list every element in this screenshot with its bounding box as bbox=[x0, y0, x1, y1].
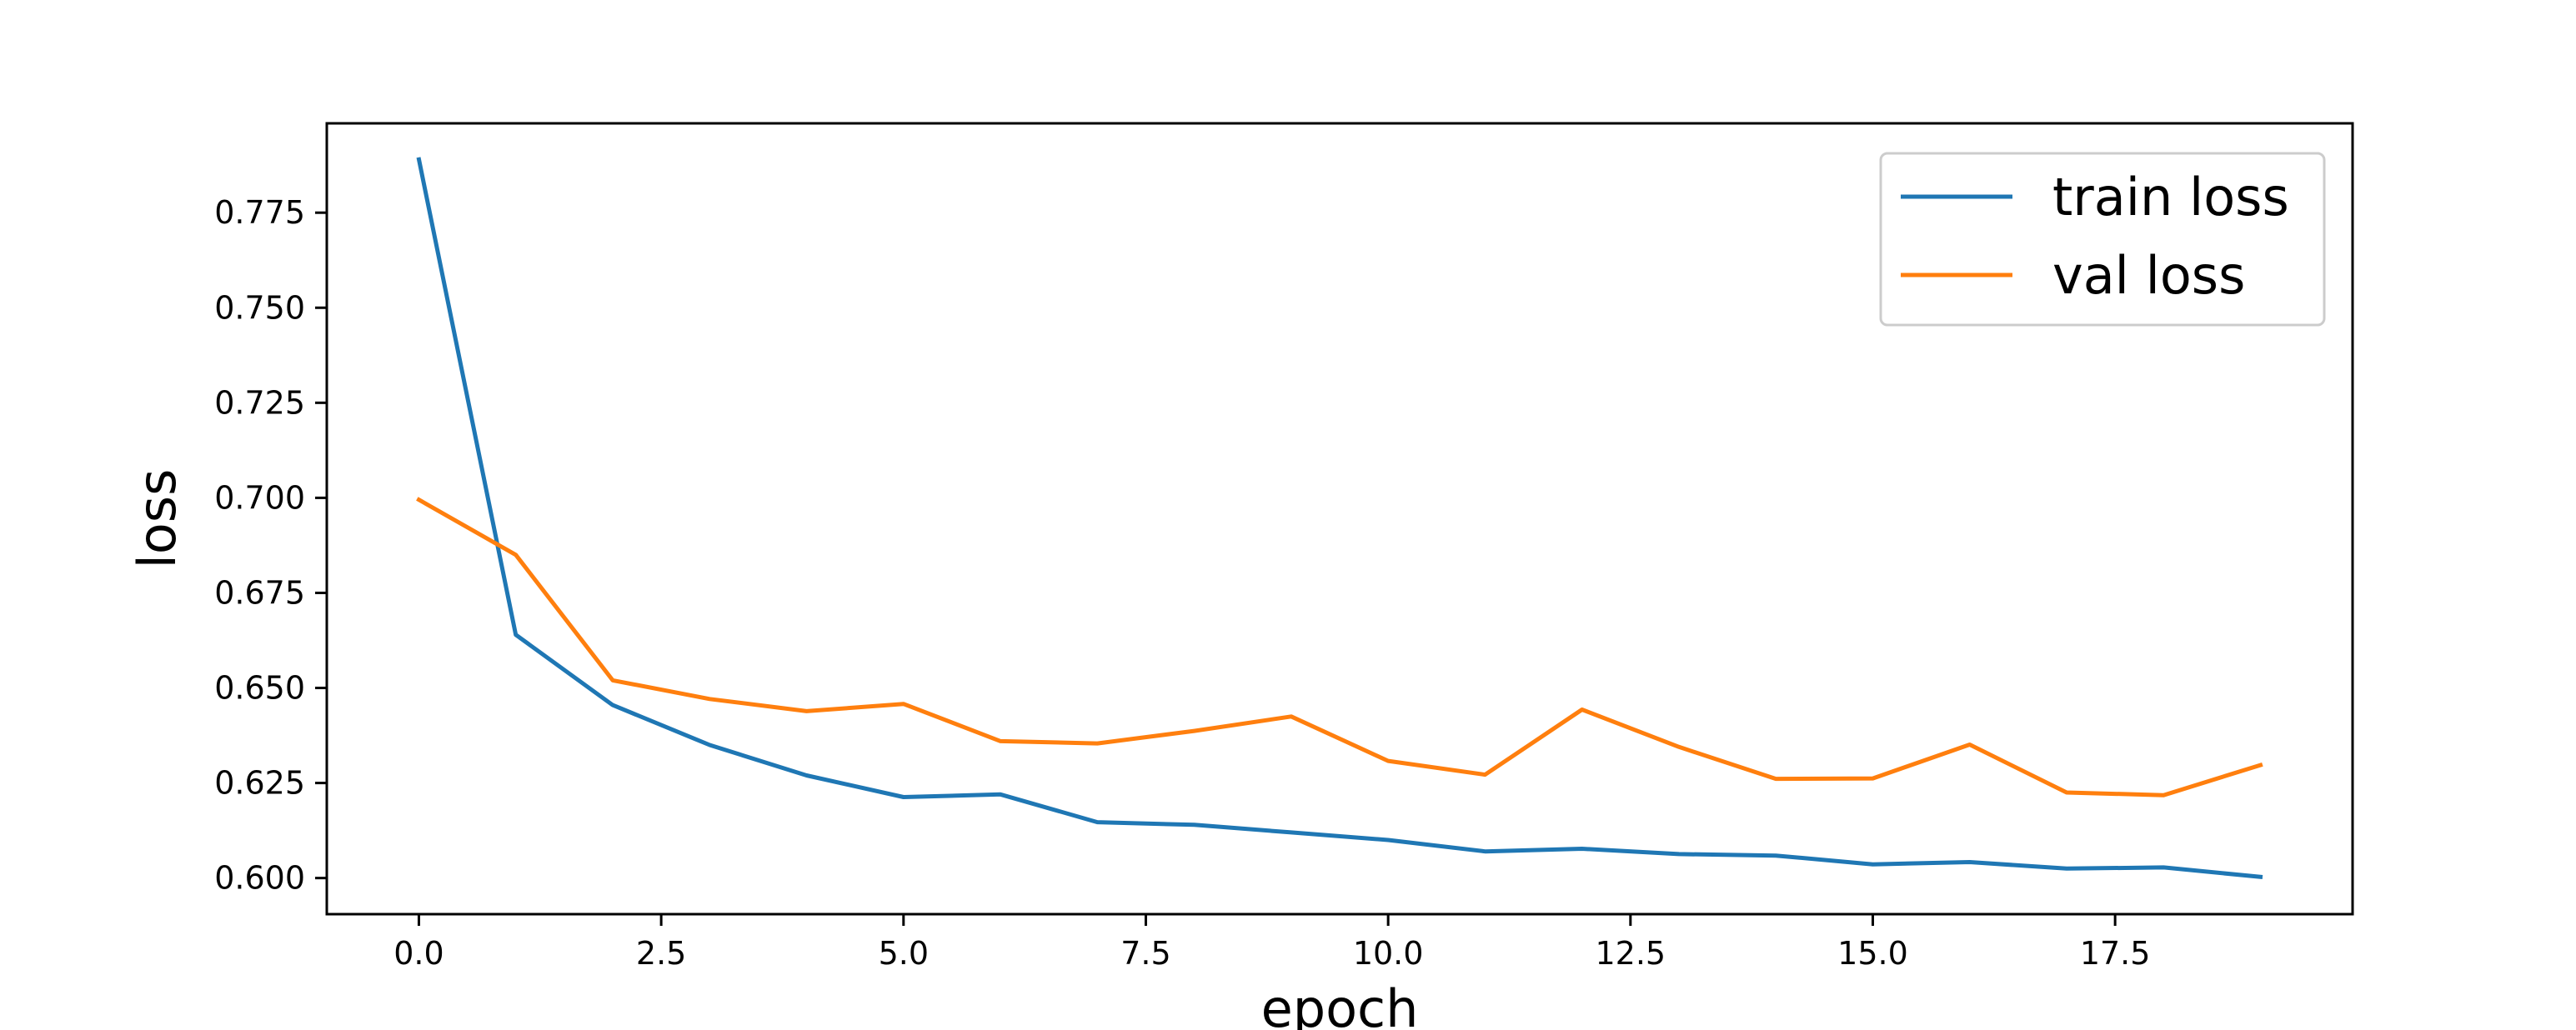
series-layer bbox=[416, 157, 2263, 880]
series-line-val-loss bbox=[416, 497, 2263, 798]
x-tick-label: 12.5 bbox=[1595, 935, 1666, 972]
x-tick-label: 5.0 bbox=[879, 935, 929, 972]
y-tick-label: 0.750 bbox=[214, 289, 305, 326]
y-tick-label: 0.675 bbox=[214, 574, 305, 611]
y-axis-label: loss bbox=[127, 469, 188, 569]
plot-frame bbox=[325, 122, 2354, 916]
y-tick-label: 0.725 bbox=[214, 384, 305, 421]
y-tick-label: 0.650 bbox=[214, 670, 305, 707]
x-tick-label: 0.0 bbox=[393, 935, 444, 972]
x-tick-label: 7.5 bbox=[1120, 935, 1170, 972]
series-line-train-loss bbox=[416, 157, 2263, 880]
y-tick-label: 0.600 bbox=[214, 860, 305, 897]
y-tick-label: 0.775 bbox=[214, 194, 305, 231]
y-tick-label: 0.700 bbox=[214, 479, 305, 516]
y-tick-label: 0.625 bbox=[214, 765, 305, 802]
x-tick-label: 17.5 bbox=[2080, 935, 2151, 972]
ticks-layer: 0.0 2.5 5.0 7.5 10.0 12.5 15.0 17.5 0.600 0.625 0.… bbox=[214, 194, 2150, 972]
x-tick-label: 2.5 bbox=[636, 935, 686, 972]
legend-label-train-loss: train loss bbox=[2052, 167, 2289, 228]
legend: train loss val loss bbox=[1879, 152, 2326, 327]
x-tick-label: 15.0 bbox=[1837, 935, 1908, 972]
legend-label-val-loss: val loss bbox=[2052, 245, 2245, 306]
x-tick-label: 10.0 bbox=[1353, 935, 1424, 972]
x-axis-label: epoch bbox=[1261, 978, 1419, 1030]
